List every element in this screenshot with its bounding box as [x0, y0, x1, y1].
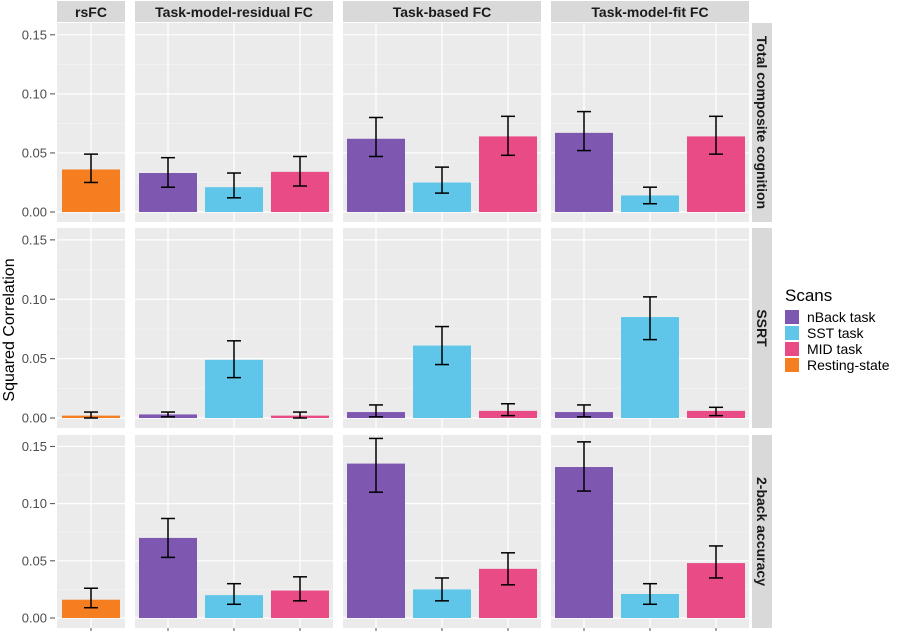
bar	[205, 595, 263, 618]
panel	[57, 23, 125, 222]
bar	[62, 599, 120, 618]
facet-panels: rsFC Task-model-residual FC Task-based FC T…	[22, 1, 772, 631]
bar	[555, 467, 613, 618]
row-strip	[752, 228, 772, 428]
panel	[343, 228, 541, 428]
panel	[57, 435, 125, 628]
panel	[135, 23, 333, 222]
panel	[135, 435, 333, 628]
panel	[343, 23, 541, 222]
legend-swatch	[785, 342, 799, 356]
y-tick-label: 0.10	[22, 86, 47, 101]
y-tick-label: 0.00	[22, 205, 47, 220]
legend-swatch	[785, 358, 799, 372]
column-strip-label: Task-based FC	[393, 4, 492, 20]
y-tick-label: 0.05	[22, 553, 47, 568]
row-strip-label: SSRT	[754, 309, 770, 347]
column-strip-label: rsFC	[75, 4, 107, 20]
row-strip	[752, 435, 772, 628]
column-strip	[57, 1, 125, 22]
column-strip-label: Task-model-residual FC	[155, 4, 313, 20]
legend-label: SST task	[807, 325, 865, 341]
y-tick-label: 0.15	[22, 27, 47, 42]
legend-label: Resting-state	[807, 357, 890, 373]
panel	[57, 228, 125, 428]
legend-swatch	[785, 310, 799, 324]
panel	[343, 435, 541, 628]
row-strip-label: Total composite cognition	[754, 36, 770, 209]
y-axis-title: Squared Correlation	[1, 258, 18, 401]
column-strip	[135, 1, 333, 22]
y-tick-label: 0.05	[22, 351, 47, 366]
panel	[551, 435, 749, 628]
y-tick-label: 0.15	[22, 439, 47, 454]
legend-label: MID task	[807, 341, 863, 357]
column-strip	[551, 1, 749, 22]
y-tick-label: 0.00	[22, 411, 47, 426]
panel	[135, 228, 333, 428]
legend-title: Scans	[785, 286, 832, 305]
y-tick-label: 0.15	[22, 232, 47, 247]
row-strip-label: 2-back accuracy	[754, 477, 770, 586]
legend-swatch	[785, 326, 799, 340]
y-tick-label: 0.10	[22, 496, 47, 511]
y-tick-label: 0.05	[22, 145, 47, 160]
column-strip-label: Task-model-fit FC	[591, 4, 708, 20]
row-strip	[752, 23, 772, 222]
y-tick-label: 0.10	[22, 292, 47, 307]
legend-label: nBack task	[807, 309, 876, 325]
column-strip	[343, 1, 541, 22]
panel	[551, 228, 749, 428]
y-tick-label: 0.00	[22, 611, 47, 626]
panel	[551, 23, 749, 222]
